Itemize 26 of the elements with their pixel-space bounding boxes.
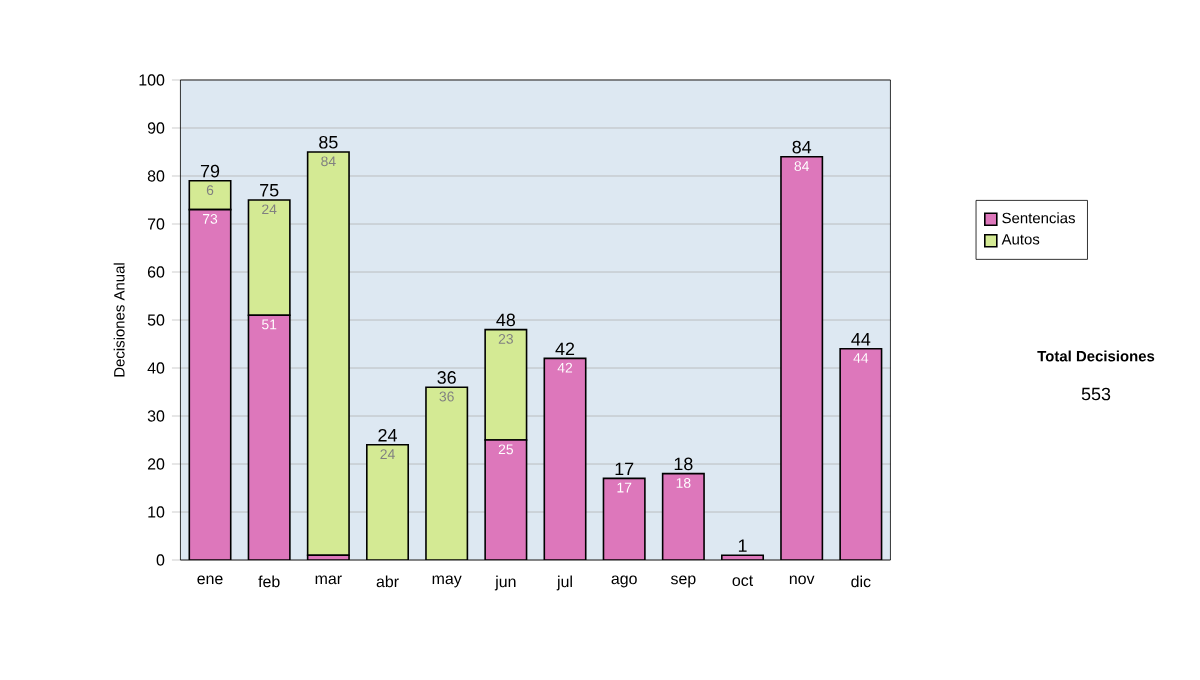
bar [247,199,291,316]
bar [485,440,527,560]
total-label: 84 [792,140,812,154]
bar [425,387,468,560]
total-label: 42 [555,342,575,356]
bar [544,358,586,560]
bar [603,478,645,560]
text: 553 [1081,387,1111,401]
total-label: 36 [437,371,456,384]
bar [484,328,528,441]
total-label: 44 [851,333,871,346]
total-label: 18 [674,457,693,471]
total-label: 24 [378,428,397,442]
bar [780,156,823,560]
bar [662,473,705,560]
total-label: 1 [738,539,747,552]
bar [839,348,883,560]
bar [189,209,231,560]
bar [306,151,350,556]
total-label: 75 [260,184,279,197]
bar [366,444,409,560]
total-label: 17 [615,462,634,476]
total-label: 79 [200,164,220,178]
total-label: 48 [496,313,516,327]
bar [248,315,290,560]
total-label: 85 [319,135,338,149]
